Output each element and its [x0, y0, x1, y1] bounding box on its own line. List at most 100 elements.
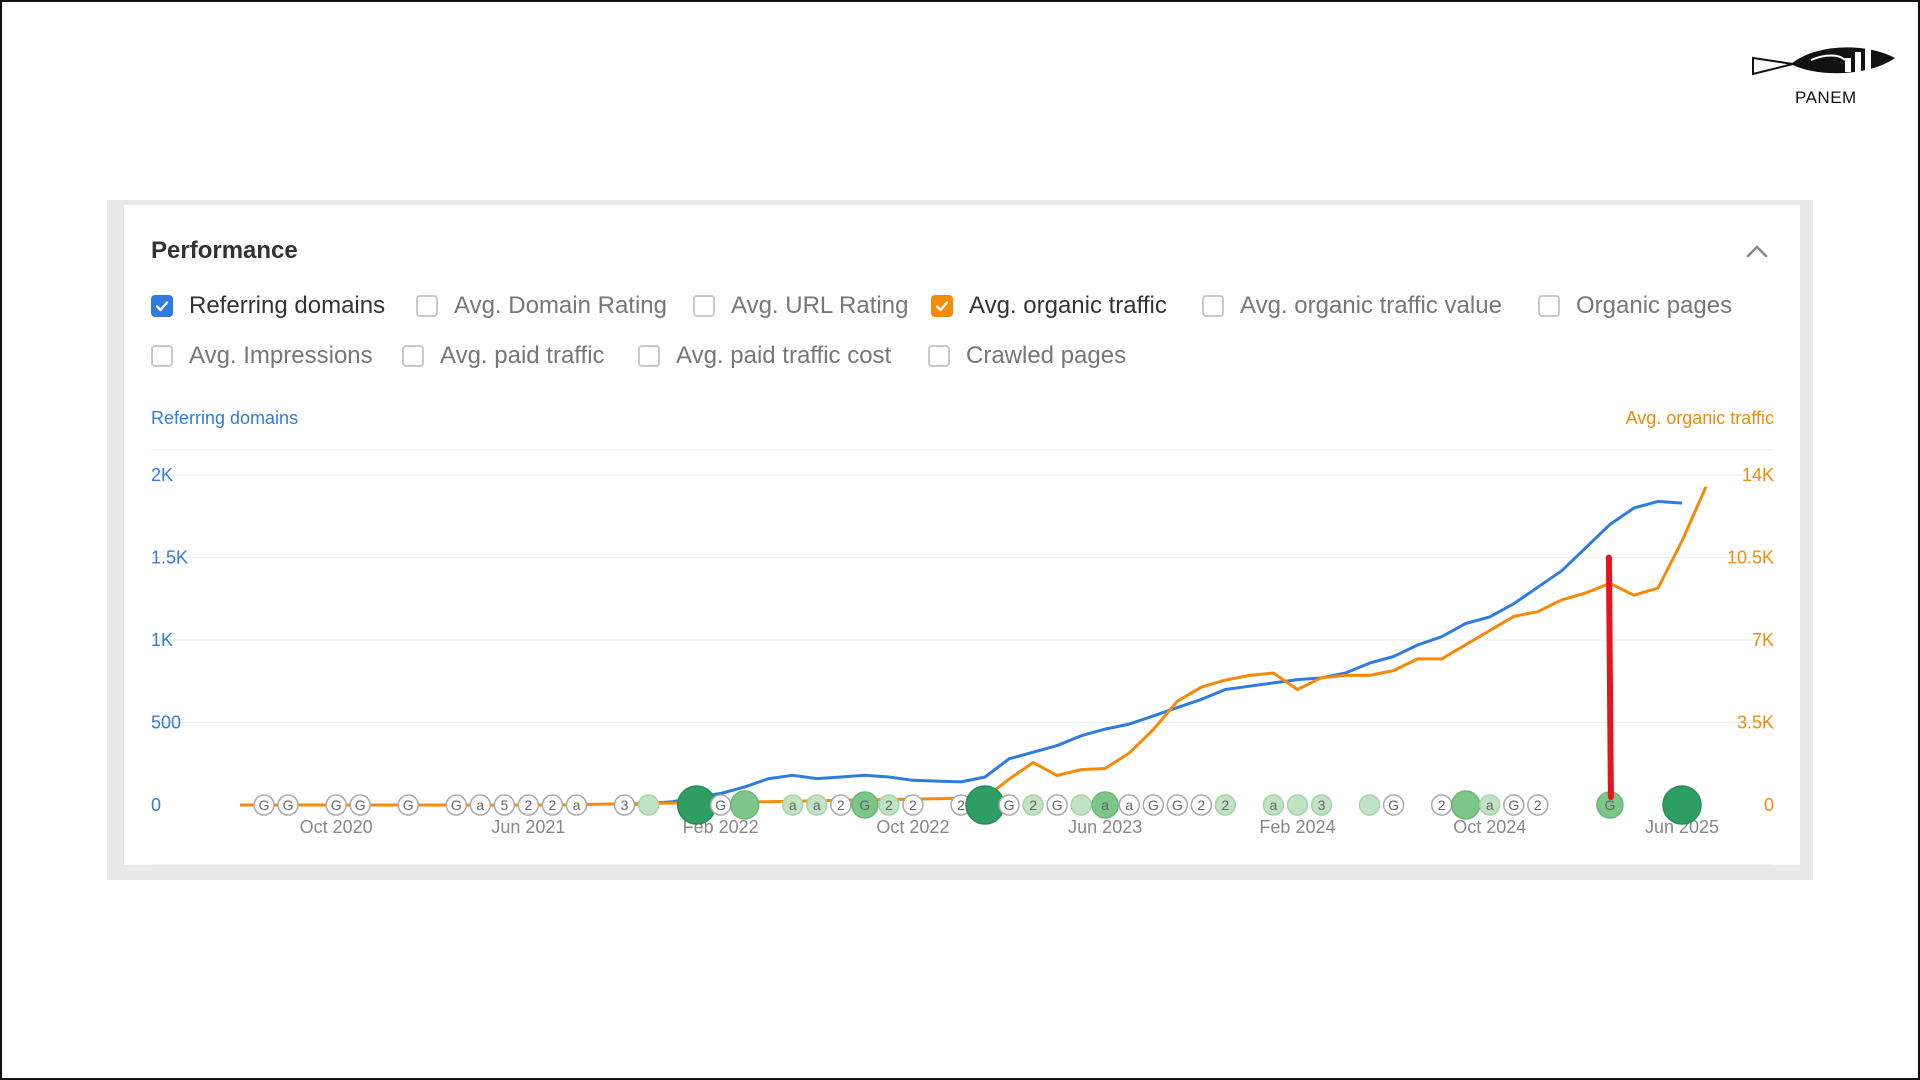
- event-marker-label: a: [573, 797, 581, 813]
- metric-label: Avg. Impressions: [189, 342, 373, 369]
- left-tick-label: 1K: [151, 630, 173, 650]
- event-marker-label: 2: [885, 797, 893, 813]
- event-marker: [277, 794, 299, 816]
- event-marker-label: G: [451, 797, 462, 813]
- event-marker-label: 3: [1318, 797, 1326, 813]
- event-marker-label: 2: [909, 797, 917, 813]
- event-marker: [1662, 785, 1702, 825]
- left-tick-label: 2K: [151, 465, 173, 485]
- event-marker: [397, 794, 419, 816]
- event-marker-label: G: [1172, 797, 1183, 813]
- checkbox-checked-icon[interactable]: [931, 295, 953, 317]
- event-marker: [493, 794, 516, 816]
- checkbox-unchecked-icon[interactable]: [638, 345, 660, 367]
- event-marker: [1022, 794, 1044, 816]
- metric-label: Crawled pages: [966, 342, 1127, 369]
- annotation-line: [1605, 554, 1614, 800]
- checkbox-unchecked-icon[interactable]: [1202, 295, 1224, 317]
- right-tick-label: 0: [1764, 795, 1774, 815]
- left-axis-title: Referring domains: [151, 408, 298, 428]
- event-marker-label: G: [1004, 797, 1015, 813]
- metric-avg-domain-rating[interactable]: Avg. Domain Rating: [416, 292, 667, 320]
- event-marker-label: 2: [1029, 797, 1037, 813]
- event-marker: [469, 794, 492, 816]
- event-marker: [1070, 794, 1092, 816]
- event-marker: [1310, 794, 1333, 816]
- checkbox-unchecked-icon[interactable]: [416, 295, 438, 317]
- checkbox-unchecked-icon[interactable]: [693, 295, 715, 317]
- event-marker: [1382, 794, 1405, 816]
- checkbox-unchecked-icon[interactable]: [928, 345, 950, 367]
- right-tick-label: 7K: [1752, 630, 1774, 650]
- metric-crawled-pages[interactable]: Crawled pages: [928, 342, 1126, 370]
- event-marker-label: G: [259, 797, 270, 813]
- event-marker-label: G: [715, 797, 726, 813]
- event-marker-label: a: [1486, 797, 1494, 813]
- checkbox-unchecked-icon[interactable]: [402, 345, 424, 367]
- event-marker: [729, 790, 760, 820]
- checkbox-checked-icon[interactable]: [151, 295, 173, 317]
- event-marker-label: G: [283, 797, 294, 813]
- event-marker-label: a: [813, 797, 821, 813]
- event-marker: [1214, 794, 1237, 816]
- event-marker: [1142, 794, 1165, 816]
- series-line-referring-domains: [624, 499, 1683, 807]
- event-marker: [1478, 794, 1501, 816]
- checkbox-unchecked-icon[interactable]: [151, 345, 173, 367]
- metric-label: Avg. paid traffic cost: [676, 342, 892, 369]
- event-marker-label: G: [1052, 797, 1063, 813]
- metric-avg-url-rating[interactable]: Avg. URL Rating: [693, 292, 908, 320]
- event-marker-label: 2: [1197, 797, 1205, 813]
- event-marker: [782, 794, 804, 816]
- metric-avg-paid-traffic-cost[interactable]: Avg. paid traffic cost: [638, 342, 891, 370]
- event-marker-label: 2: [837, 797, 845, 813]
- x-tick-label: Jun 2023: [1068, 817, 1142, 837]
- event-marker: [1503, 794, 1525, 816]
- event-marker-label: a: [1101, 797, 1109, 813]
- performance-chart: 0 500 1K 1.5K 2K 0 3.5K 7K 10.5K 14K Referring dom…: [151, 408, 1774, 865]
- metric-label: Avg. organic traffic: [969, 292, 1167, 319]
- event-marker: [1091, 791, 1119, 819]
- brand-name: PANEM: [1795, 88, 1857, 107]
- right-tick-label: 14K: [1742, 465, 1774, 485]
- metric-avg-organic-traffic-value[interactable]: Avg. organic traffic value: [1202, 292, 1502, 320]
- panem-logo-icon: [1752, 47, 1895, 76]
- event-marker: [1190, 794, 1213, 816]
- event-marker: [1118, 794, 1140, 816]
- event-marker-label: 5: [500, 797, 508, 813]
- x-tick-label: Oct 2024: [1453, 817, 1526, 837]
- x-tick-label: Jun 2021: [491, 817, 565, 837]
- metric-organic-pages[interactable]: Organic pages: [1538, 292, 1732, 320]
- event-marker: [445, 794, 468, 816]
- metric-avg-impressions[interactable]: Avg. Impressions: [151, 342, 373, 370]
- event-marker-label: G: [403, 797, 414, 813]
- event-marker-label: a: [1270, 797, 1278, 813]
- metric-label: Avg. URL Rating: [731, 292, 909, 319]
- event-marker: [1262, 794, 1285, 816]
- event-marker: [637, 794, 660, 816]
- metric-label: Avg. paid traffic: [440, 342, 605, 369]
- event-marker: [349, 794, 371, 816]
- left-tick-label: 500: [151, 713, 181, 733]
- metric-avg-paid-traffic[interactable]: Avg. paid traffic: [402, 342, 605, 370]
- event-marker: [517, 794, 540, 816]
- event-marker: [541, 794, 564, 816]
- metric-avg-organic-traffic[interactable]: Avg. organic traffic: [931, 292, 1167, 320]
- event-marker: [851, 791, 879, 819]
- event-marker-label: 2: [549, 797, 557, 813]
- x-tick-label: Feb 2024: [1259, 817, 1335, 837]
- event-marker-label: a: [789, 797, 797, 813]
- event-marker: [902, 794, 924, 816]
- event-marker: [878, 794, 900, 816]
- event-marker: [806, 794, 828, 816]
- chevron-up-icon[interactable]: [1742, 237, 1772, 267]
- event-marker-label: 2: [1221, 797, 1229, 813]
- x-tick-label: Oct 2022: [876, 817, 949, 837]
- event-marker: [1450, 790, 1481, 820]
- event-marker-label: 2: [1534, 797, 1542, 813]
- metric-label: Referring domains: [189, 292, 386, 319]
- event-marker-label: G: [1508, 797, 1519, 813]
- metric-referring-domains[interactable]: Referring domains: [151, 292, 385, 320]
- checkbox-unchecked-icon[interactable]: [1538, 295, 1560, 317]
